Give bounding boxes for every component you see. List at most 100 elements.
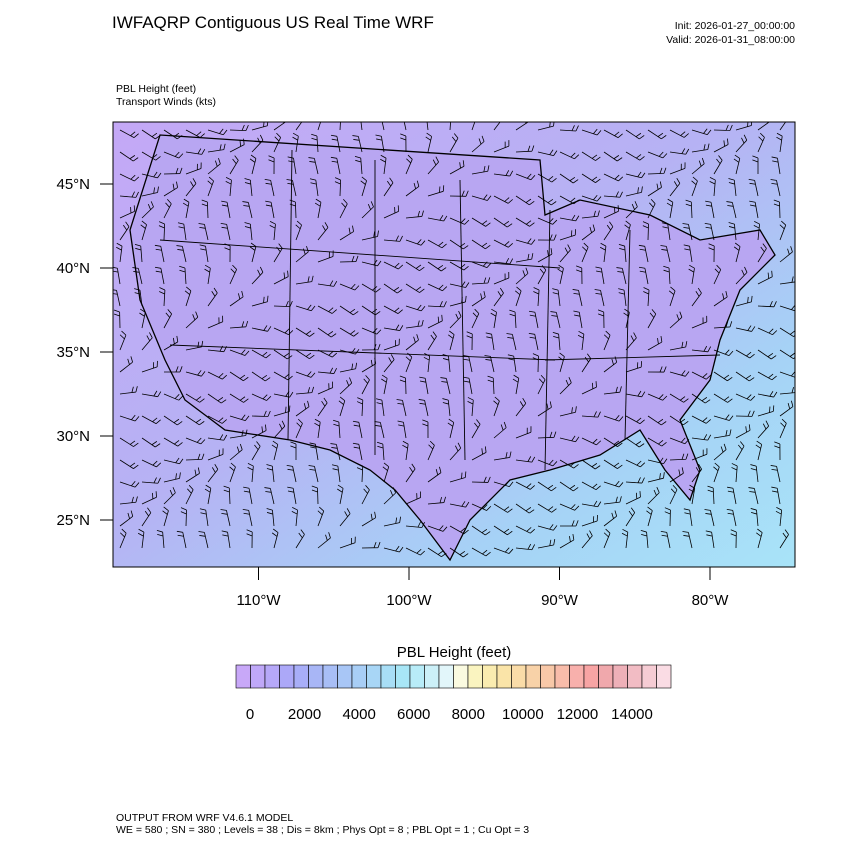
- colorbar-swatch: [641, 664, 657, 689]
- wind-barb: [405, 304, 426, 312]
- wind-barb: [603, 437, 623, 447]
- wind-barb: [559, 459, 579, 469]
- wind-barb: [647, 415, 667, 426]
- wind-barb: [625, 415, 645, 425]
- wind-barb: [427, 525, 448, 532]
- wind-barb: [427, 314, 443, 329]
- wind-barb: [735, 122, 753, 131]
- wind-barb: [559, 520, 579, 527]
- wind-barb: [647, 457, 668, 465]
- wind-barb: [728, 178, 737, 197]
- wind-barb: [552, 331, 561, 351]
- wind-barb: [669, 129, 689, 138]
- wind-barb: [309, 442, 319, 461]
- wind-barb: [163, 309, 172, 329]
- wind-barb: [251, 424, 267, 439]
- wind-barb: [141, 477, 161, 484]
- wind-barb: [748, 179, 759, 197]
- wind-barb: [731, 463, 738, 483]
- wind-barb: [317, 280, 338, 287]
- wind-barb: [757, 349, 777, 360]
- wind-barb: [383, 354, 395, 373]
- wind-barb: [515, 525, 536, 534]
- wind-barbs: [113, 122, 795, 558]
- wind-barb: [383, 177, 394, 197]
- wind-barb: [229, 393, 249, 403]
- wind-barb: [471, 503, 492, 511]
- wind-barb: [537, 149, 558, 157]
- wind-barb: [528, 310, 539, 329]
- wind-barb: [185, 393, 205, 403]
- wind-barb: [449, 310, 462, 329]
- wind-barb: [137, 528, 145, 549]
- wind-barb: [688, 484, 696, 505]
- wind-barb: [640, 530, 649, 549]
- wind-barb: [295, 349, 315, 360]
- wind-barb: [405, 352, 413, 373]
- wind-barb: [559, 503, 580, 511]
- wind-barb: [735, 424, 751, 439]
- wind-barb: [493, 503, 513, 513]
- wind-barb: [427, 185, 445, 197]
- wind-barb: [625, 437, 645, 448]
- wind-barb: [668, 286, 676, 307]
- wind-barb: [463, 376, 473, 395]
- wind-barb: [735, 266, 748, 285]
- wind-barb: [308, 465, 319, 483]
- wind-barb: [163, 415, 183, 426]
- wind-barb: [471, 525, 491, 536]
- wind-barb: [185, 148, 206, 155]
- wind-barb: [581, 242, 589, 263]
- wind-barb: [405, 334, 419, 351]
- wind-barb: [119, 129, 139, 138]
- wind-barb: [207, 287, 218, 307]
- wind-barb: [595, 266, 605, 285]
- footer-line: WE = 580 ; SN = 380 ; Levels = 38 ; Dis …: [116, 824, 529, 836]
- wind-barb: [713, 264, 722, 285]
- wind-barb: [427, 283, 448, 292]
- wind-barb: [642, 221, 649, 241]
- wind-barb: [207, 371, 228, 380]
- wind-barb: [295, 418, 303, 439]
- wind-barb: [273, 405, 291, 417]
- wind-barb: [225, 177, 232, 197]
- wind-barb: [162, 506, 169, 527]
- wind-barb: [625, 171, 646, 179]
- wind-barb: [163, 151, 184, 159]
- wind-barb: [314, 418, 321, 439]
- wind-barb: [713, 155, 723, 175]
- wind-barb: [581, 195, 602, 202]
- wind-barb: [661, 222, 671, 241]
- wind-barb: [180, 507, 187, 527]
- wind-barb: [422, 419, 429, 439]
- wind-barb: [427, 440, 435, 461]
- wind-barb: [688, 264, 695, 285]
- wind-barb: [735, 410, 755, 417]
- wind-barb: [207, 393, 227, 404]
- wind-barb: [251, 441, 261, 461]
- wind-barb: [449, 547, 469, 558]
- wind-barb: [471, 547, 491, 557]
- wind-barb: [141, 151, 161, 161]
- wind-barb: [427, 496, 446, 505]
- wind-barb: [380, 154, 387, 175]
- wind-barb: [647, 198, 656, 219]
- wind-barb: [666, 198, 674, 219]
- wind-barb: [624, 220, 631, 241]
- wind-barb: [251, 122, 269, 131]
- wind-barb: [603, 510, 618, 527]
- wind-barb: [141, 171, 162, 179]
- wind-barb: [334, 177, 342, 197]
- wind-barb: [449, 501, 470, 508]
- wind-barb: [735, 349, 755, 359]
- wind-barb: [713, 371, 733, 382]
- wind-barb: [713, 462, 720, 483]
- colorbar-swatch: [424, 664, 440, 689]
- wind-barb: [400, 133, 407, 153]
- wind-barb: [383, 324, 404, 331]
- wind-barb: [383, 261, 404, 270]
- wind-barb: [669, 148, 690, 155]
- wind-barb: [449, 133, 459, 153]
- wind-barb: [471, 476, 491, 483]
- wind-barb: [691, 434, 712, 441]
